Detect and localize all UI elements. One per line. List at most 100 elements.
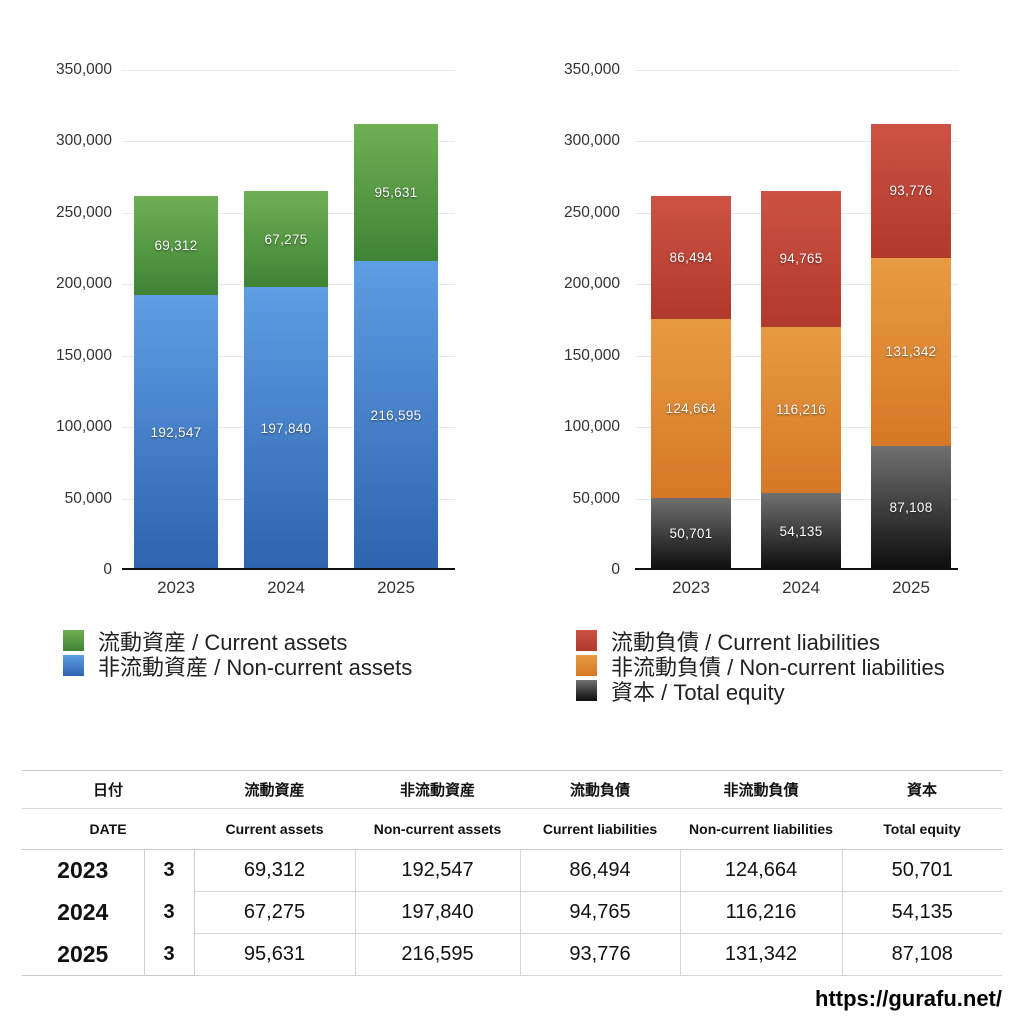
site-url-link[interactable]: https://gurafu.net/: [815, 986, 1002, 1011]
assets-legend: 流動資産 / Current assets 非流動資産 / Non-current…: [63, 628, 412, 680]
liabilities-equity-plot-area: 86,494 124,664 50,701 2023 94,765 116,216 54,1…: [635, 70, 958, 597]
y-axis-tick-label: 350,000: [55, 61, 112, 78]
legend-label: 非流動資産 / Non-current assets: [98, 654, 413, 680]
bar-2024: 94,765 116,216 54,135: [761, 191, 841, 570]
x-axis-label-2023: 2023: [672, 578, 710, 597]
legend-label: 流動資産 / Current assets: [98, 629, 348, 655]
y-axis-tick-label: 100,000: [563, 418, 620, 436]
segment-value-label: 131,342: [885, 344, 937, 360]
legend-item-current-liabilities: 流動負債 / Current liabilities: [576, 628, 945, 655]
y-axis-tick-label: 150,000: [55, 346, 112, 364]
segment-value-label: 93,776: [889, 183, 933, 199]
year-cell: 2023: [22, 849, 145, 892]
x-axis-label-2023: 2023: [157, 578, 195, 597]
table-header-jp-col-header: 資本: [842, 770, 1003, 809]
legend-label: 資本 / Total equity: [611, 679, 785, 705]
value-cell: 192,547: [355, 849, 521, 892]
month-cell: 3: [144, 891, 195, 934]
y-axis-tick-label: 0: [103, 561, 112, 578]
year-cell: 2024: [22, 891, 145, 934]
value-cell: 87,108: [842, 933, 1003, 976]
segment-value-label: 86,494: [669, 250, 713, 266]
y-axis-tick-label: 200,000: [55, 275, 112, 293]
y-axis-tick-label: 250,000: [55, 203, 112, 221]
value-cell: 116,216: [680, 891, 843, 934]
y-axis-tick-label: 50,000: [572, 489, 620, 507]
gridline: [635, 141, 958, 143]
bar-2023: 69,312 192,547: [134, 195, 218, 570]
value-cell: 67,275: [194, 891, 356, 934]
segment-value-label: 197,840: [260, 421, 312, 437]
value-cell: 124,664: [680, 849, 843, 892]
legend-label: 非流動負債 / Non-current liabilities: [611, 654, 945, 680]
segment-current-liabilities: 93,776: [871, 123, 951, 258]
segment-value-label: 116,216: [776, 402, 826, 418]
table-row: 2024 3 67,275 197,840 94,765 116,216 54,135: [22, 891, 1003, 934]
value-cell: 50,701: [842, 849, 1003, 892]
y-axis-tick-label: 200,000: [563, 275, 620, 293]
segment-value-label: 95,631: [374, 184, 418, 200]
balance-sheet-table: 日付 流動資産 非流動資産 流動負債 非流動負債 資本 DATE Current assets…: [22, 770, 1003, 976]
y-axis-tick-label: 100,000: [55, 418, 112, 436]
bar-2023: 86,494 124,664 50,701: [651, 195, 731, 570]
y-axis-tick-label: 150,000: [563, 346, 620, 364]
segment-total-equity: 87,108: [871, 445, 951, 570]
segment-value-label: 69,312: [154, 237, 198, 253]
x-axis-label-2024: 2024: [267, 578, 305, 597]
table-header-en-date-header: DATE: [22, 808, 195, 850]
y-axis-tick-label: 250,000: [563, 203, 620, 221]
legend-swatch-icon: [576, 630, 597, 651]
table-header-en-col-header: Current liabilities: [520, 808, 681, 850]
bar-2025: 93,776 131,342 87,108: [871, 123, 951, 570]
legend-label: 流動負債 / Current liabilities: [611, 629, 880, 655]
gridline: [635, 70, 958, 71]
value-cell: 216,595: [355, 933, 521, 976]
table-header-en-col-header: Non-current assets: [355, 808, 521, 850]
legend-item-non-current-assets: 非流動資産 / Non-current assets: [63, 653, 412, 680]
year-cell: 2025: [22, 933, 145, 976]
table-header-en: DATE Current assets Non-current assets Curr…: [22, 808, 1003, 850]
x-axis-label-2024: 2024: [782, 578, 820, 597]
value-cell: 69,312: [194, 849, 356, 892]
value-cell: 54,135: [842, 891, 1003, 934]
segment-value-label: 216,595: [370, 407, 422, 423]
segment-total-equity: 50,701: [651, 497, 731, 570]
table-header-en-col-header: Current assets: [194, 808, 356, 850]
segment-current-assets: 67,275: [244, 191, 328, 288]
table-header-en-col-header: Total equity: [842, 808, 1003, 850]
value-cell: 93,776: [520, 933, 681, 976]
legend-item-non-current-liabilities: 非流動負債 / Non-current liabilities: [576, 653, 945, 680]
segment-non-current-liabilities: 131,342: [871, 257, 951, 446]
segment-value-label: 50,701: [669, 526, 713, 542]
segment-value-label: 87,108: [889, 500, 933, 516]
y-axis-tick-label: 300,000: [55, 132, 112, 150]
table-header-jp-col-header: 流動資産: [194, 770, 356, 809]
y-axis-tick-label: 50,000: [64, 489, 112, 507]
x-axis-line: [122, 568, 455, 570]
x-axis-label-2025: 2025: [377, 578, 415, 597]
bar-2025: 95,631 216,595: [354, 123, 438, 570]
value-cell: 86,494: [520, 849, 681, 892]
gridline: [122, 141, 455, 143]
legend-item-current-assets: 流動資産 / Current assets: [63, 628, 412, 655]
value-cell: 94,765: [520, 891, 681, 934]
legend-swatch-icon: [63, 630, 84, 651]
table-header-jp-col-header: 非流動負債: [680, 770, 843, 809]
y-axis-tick-label: 0: [611, 561, 620, 578]
liabilities-equity-legend: 流動負債 / Current liabilities 非流動負債 / Non-cu…: [576, 628, 945, 705]
legend-swatch-icon: [63, 655, 84, 676]
segment-value-label: 124,664: [665, 401, 717, 417]
legend-swatch-icon: [576, 655, 597, 676]
table-header-jp-date-header: 日付: [22, 770, 195, 809]
segment-non-current-assets: 197,840: [244, 287, 328, 570]
value-cell: 131,342: [680, 933, 843, 976]
y-axis-tick-label: 300,000: [563, 132, 620, 150]
segment-non-current-liabilities: 116,216: [761, 326, 841, 493]
segment-non-current-liabilities: 124,664: [651, 319, 731, 498]
x-axis-line: [635, 568, 958, 570]
bar-2024: 67,275 197,840: [244, 191, 328, 570]
value-cell: 95,631: [194, 933, 356, 976]
assets-plot-area: 69,312 192,547 2023 67,275 197,840 2024 95,631…: [122, 70, 455, 597]
table-row: 2023 3 69,312 192,547 86,494 124,664 50,701: [22, 849, 1003, 892]
